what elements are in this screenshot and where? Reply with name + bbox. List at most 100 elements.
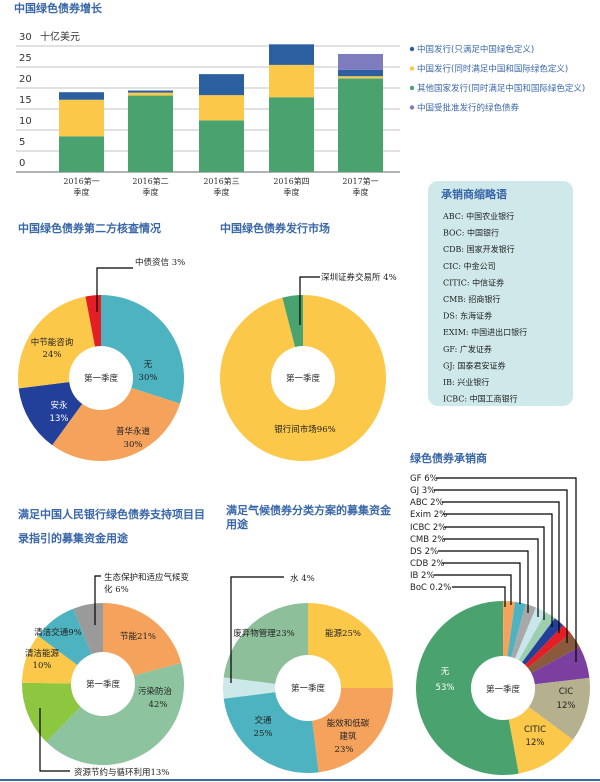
donut-chart: [220, 295, 387, 461]
bar-segment: [269, 64, 314, 98]
bar-segment: [59, 92, 104, 100]
abbreviation-item: CMB: 招商银行: [443, 294, 500, 304]
x-tick-label: 季度: [74, 187, 90, 197]
legend-label: 其他国家发行(同时满足中国和国际绿色定义): [417, 83, 585, 94]
slice-label: 水 4%: [290, 573, 315, 584]
leader-line: [444, 526, 545, 620]
legend-marker: [409, 46, 415, 52]
abbreviations-background: [428, 181, 573, 406]
pie-review-labels: 无 30% 普华永道 30% 安永 13% 中节能咨询 24% 中债资信 3% …: [31, 257, 185, 450]
x-tick-label: 季度: [353, 187, 369, 197]
bar-segment: [269, 97, 314, 172]
pie-underwriter-labels: 无 53% CIC 12% CITIC 12% 第一季度 GF 6% GJ 3% A…: [410, 474, 577, 748]
pie-pboc-use-title-line2: 录指引的募集资金用途: [18, 531, 129, 545]
leader-line: [299, 276, 320, 325]
slice-label: 中节能咨询: [31, 337, 74, 348]
underwriter-label: BoC 0.2%: [410, 583, 451, 593]
slice-pct: 53%: [436, 683, 455, 693]
donut-chart: [21, 603, 185, 765]
pie-center-label: 第一季度: [286, 373, 321, 384]
donut-slice: [525, 625, 571, 668]
slice-label: CITIC: [524, 725, 546, 735]
y-tick-label: 25: [19, 53, 32, 64]
slice-label: 安永: [50, 400, 68, 411]
pie-center-label: 第一季度: [84, 373, 119, 384]
bar-segment: [128, 90, 173, 93]
pie-pboc-use-labels: 节能21% 污染防治 42% 资源节约与循环利用13% 清洁能源 10% 清洁交…: [25, 572, 190, 778]
bar-y-ticks: 0 5 10 15 20 25 30: [19, 32, 32, 169]
slice-label: 无: [441, 667, 450, 677]
bar-segment: [269, 44, 314, 65]
y-tick-label: 5: [19, 137, 25, 148]
slice-label: CIC: [559, 687, 573, 697]
abbreviation-item: DS: 东海证券: [443, 311, 492, 321]
leader-line: [443, 538, 539, 617]
donut-chart: [18, 295, 184, 461]
slice-pct: 10%: [33, 661, 52, 671]
donut-slice: [522, 618, 564, 665]
x-tick-label: 2016第四: [273, 176, 309, 186]
legend-marker: [409, 66, 415, 71]
bar-segment: [128, 95, 173, 172]
slice-pct: 30%: [124, 440, 143, 450]
slice-label: 无: [144, 360, 153, 370]
underwriter-label: GJ 3%: [410, 486, 435, 496]
slice-pct: 30%: [139, 373, 158, 383]
underwriter-label: DS 2%: [410, 547, 438, 557]
pie-underwriter-title: 绿色债券承销商: [410, 451, 487, 465]
x-tick-label: 2016第一: [63, 176, 99, 186]
leader-line: [230, 576, 284, 683]
slice-pct: 24%: [43, 350, 62, 360]
x-tick-label: 2016第三: [203, 176, 239, 186]
donut-chart: [223, 603, 393, 773]
donut-slice: [223, 692, 319, 773]
slice-label: 清洁交通9%: [34, 627, 82, 638]
donut-slice: [223, 677, 276, 699]
abbreviation-item: CDB: 国家开发银行: [443, 244, 515, 254]
abbreviation-item: BOC: 中国银行: [443, 228, 499, 238]
slice-label: 污染防治: [138, 686, 173, 697]
donut-slice: [101, 295, 184, 404]
legend-label: 中国发行(同时满足中国和国际绿色定义): [417, 64, 568, 75]
pie-pboc-use-title-line1: 满足中国人民银行绿色债券支持项目目: [18, 507, 205, 521]
slice-label: 能源25%: [325, 628, 361, 639]
underwriter-label: CDB 2%: [410, 559, 445, 569]
bar-legend: 中国发行(只满足中国绿色定义) 中国发行(同时满足中国和国际绿色定义) 其他国家发行…: [409, 44, 585, 114]
abbreviation-item: CIC: 中金公司: [443, 261, 496, 271]
donut-chart: [416, 601, 590, 775]
x-tick-label: 季度: [214, 187, 230, 197]
slice-label: 交通: [254, 715, 272, 726]
bars: [59, 44, 383, 172]
donut-slice: [18, 296, 96, 389]
donut-slice: [22, 635, 78, 684]
legend-label: 中国受批准发行的绿色债券: [417, 103, 520, 114]
leader-line: [434, 574, 512, 605]
bar-segment: [199, 74, 244, 96]
slice-label: 建筑: [339, 731, 357, 742]
slice-label: 化 6%: [104, 584, 129, 595]
slice-pct: 23%: [335, 745, 354, 755]
bar-segment: [338, 53, 383, 70]
y-tick-label: 15: [19, 95, 32, 106]
y-tick-label: 20: [19, 74, 32, 85]
bar-segment: [199, 120, 244, 172]
donut-slice: [503, 601, 505, 657]
slice-label: 废弃物管理23%: [233, 628, 294, 639]
slice-label: 资源节约与循环利用13%: [74, 767, 169, 778]
pie-market-title: 中国绿色债券发行市场: [220, 221, 330, 235]
slice-label: 节能21%: [120, 631, 156, 642]
abbreviations-title: 承销商缩略语: [441, 187, 507, 201]
bar-segment: [338, 78, 383, 172]
bar-chart-title: 中国绿色债券增长: [14, 1, 103, 15]
legend-label: 中国发行(只满足中国绿色定义): [417, 44, 534, 55]
x-tick-label: 2016第二: [132, 176, 168, 186]
abbreviations-box: 承销商缩略语 ABC: 中国农业银行 BOC: 中国银行 CDB: 国家开发银行 CI…: [428, 181, 573, 406]
slice-label: 银行间市场96%: [274, 424, 335, 435]
donut-slice: [282, 295, 303, 348]
pie-cbi-use-title-line2: 用途: [226, 517, 249, 531]
pie-market-labels: 银行间市场96% 深圳证券交易所 4% 第一季度: [274, 272, 396, 435]
bar-y-axis-label: 十亿美元: [40, 30, 80, 43]
bar-segment: [338, 69, 383, 77]
